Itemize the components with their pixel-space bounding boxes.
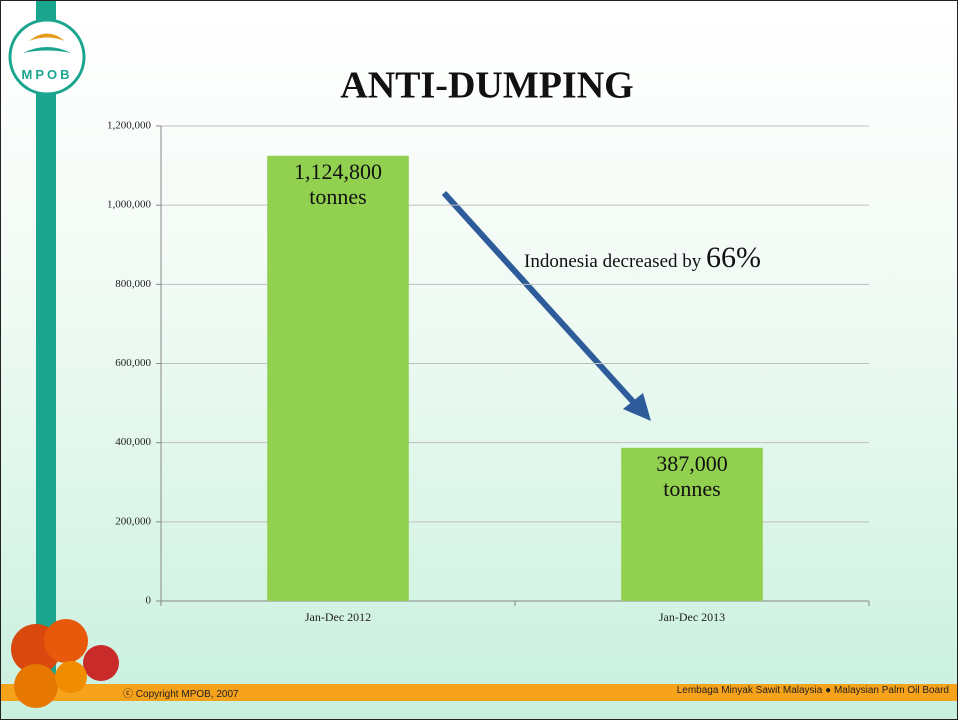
x-tick-label: Jan-Dec 2013 (659, 610, 725, 624)
annotation: Indonesia decreased by 66% (524, 241, 761, 275)
value-label: 387,000 tonnes (632, 451, 752, 501)
y-tick-label: 0 (146, 595, 152, 607)
logo (10, 20, 84, 94)
logo-text: MPOB (22, 67, 73, 82)
value-label: 1,124,800 tonnes (278, 159, 398, 209)
y-tick-label: 1,000,000 (107, 199, 152, 211)
y-tick-label: 200,000 (115, 515, 151, 527)
side-band (36, 1, 56, 691)
x-tick-label: Jan-Dec 2012 (305, 610, 371, 624)
org-english: Malaysian Palm Oil Board (834, 685, 949, 696)
copyright: ⓒ Copyright MPOB, 2007 (123, 685, 239, 700)
y-tick-label: 1,200,000 (107, 120, 152, 132)
y-tick-label: 400,000 (115, 436, 151, 448)
annotation-text: Indonesia decreased by (524, 251, 701, 272)
slide: MPOB ANTI-DUMPING 0 200,000 400,000 600,000… (0, 0, 958, 720)
y-tick-label: 600,000 (115, 357, 151, 369)
footer-orgs: Lembaga Minyak Sawit Malaysia ● Malaysia… (677, 685, 949, 696)
y-tick-label: 800,000 (115, 278, 151, 290)
copyright-text: Copyright MPOB, 2007 (136, 689, 239, 700)
org-malay: Lembaga Minyak Sawit Malaysia (677, 685, 823, 696)
annotation-arrow (444, 193, 636, 405)
annotation-highlight: 66% (706, 241, 761, 274)
bar (267, 156, 409, 601)
chart: MPOB ANTI-DUMPING 0 200,000 400,000 600,000… (1, 1, 957, 719)
chart-title: ANTI-DUMPING (340, 65, 633, 107)
